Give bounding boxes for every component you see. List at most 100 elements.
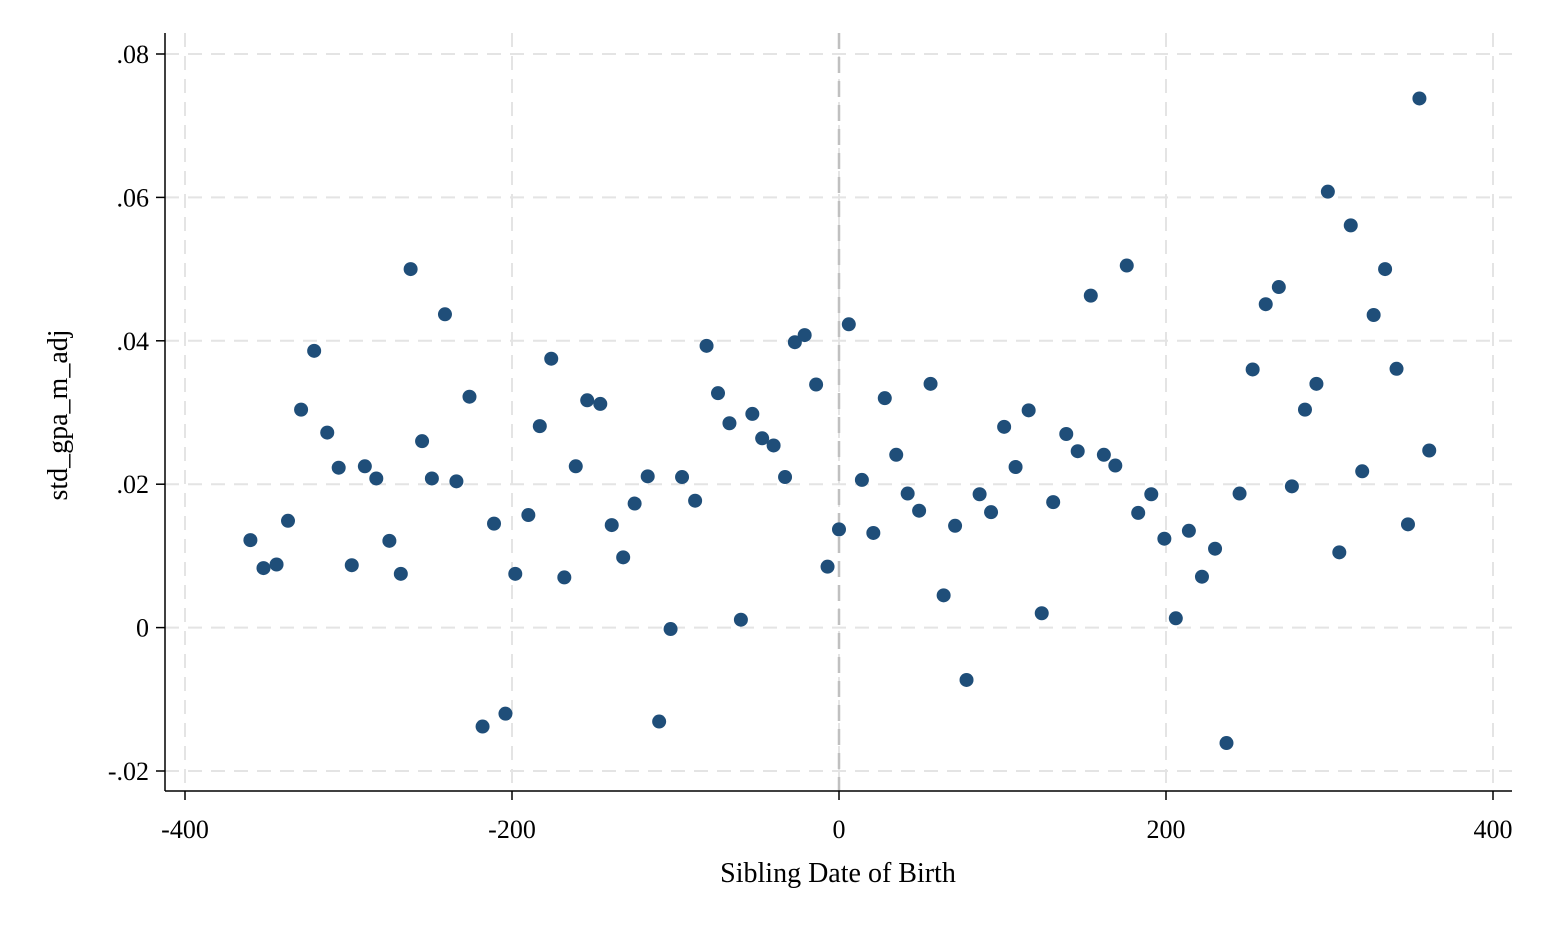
data-point <box>854 472 869 487</box>
data-point <box>1119 258 1134 273</box>
data-point <box>640 469 655 484</box>
data-point <box>415 434 430 449</box>
x-tick-label: -400 <box>161 815 209 844</box>
data-point <box>281 513 296 528</box>
data-point <box>320 425 335 440</box>
y-tick-label: 0 <box>136 614 149 643</box>
data-point <box>487 516 502 531</box>
axes <box>156 33 1512 800</box>
data-point <box>580 393 595 408</box>
y-tick-label: -.02 <box>108 757 149 786</box>
data-point <box>1309 376 1324 391</box>
data-point <box>256 561 271 576</box>
data-point <box>841 317 856 332</box>
y-tick-label: .02 <box>117 470 150 499</box>
data-point <box>1070 444 1085 459</box>
data-point <box>1131 505 1146 520</box>
data-point <box>627 496 642 511</box>
data-point <box>1157 531 1172 546</box>
data-point <box>393 566 408 581</box>
y-axis-title: std_gpa_m_adj <box>43 329 74 500</box>
x-axis-title: Sibling Date of Birth <box>720 858 956 889</box>
data-point <box>787 335 802 350</box>
data-point <box>331 460 346 475</box>
data-point <box>1194 569 1209 584</box>
data-point <box>475 719 490 734</box>
y-tick-label: .08 <box>117 40 150 69</box>
data-point <box>663 622 678 637</box>
data-point <box>959 672 974 687</box>
data-point <box>1271 280 1286 295</box>
y-tick-label: .06 <box>117 183 150 212</box>
data-point <box>604 518 619 533</box>
data-point <box>1355 464 1370 479</box>
data-point <box>1034 606 1049 621</box>
data-point <box>1412 91 1427 106</box>
data-point <box>357 459 372 474</box>
data-point <box>912 503 927 518</box>
data-point <box>1232 486 1247 501</box>
data-point <box>948 518 963 533</box>
data-point <box>766 438 781 453</box>
data-point <box>778 470 793 485</box>
data-point <box>424 471 439 486</box>
data-point <box>1258 297 1273 312</box>
data-point <box>923 376 938 391</box>
data-point <box>820 559 835 574</box>
data-point <box>532 419 547 434</box>
data-point <box>675 470 690 485</box>
data-point <box>294 402 309 417</box>
data-point <box>877 391 892 406</box>
data-point <box>462 389 477 404</box>
data-point <box>1297 402 1312 417</box>
data-point <box>972 487 987 502</box>
data-point <box>1245 362 1260 377</box>
data-point <box>557 570 572 585</box>
data-point <box>699 338 714 353</box>
data-point <box>1181 523 1196 538</box>
data-point <box>616 550 631 565</box>
data-point <box>1083 288 1098 303</box>
data-point <box>449 474 464 489</box>
data-point <box>1108 458 1123 473</box>
data-point <box>508 566 523 581</box>
data-point <box>755 431 770 446</box>
x-tick-label: 200 <box>1147 815 1186 844</box>
x-tick-label: 0 <box>833 815 846 844</box>
data-point <box>997 419 1012 434</box>
data-point <box>688 493 703 508</box>
data-point <box>269 557 284 572</box>
data-point <box>1378 262 1393 277</box>
data-point <box>1208 541 1223 556</box>
x-tick-label: -200 <box>488 815 536 844</box>
data-point <box>809 377 824 392</box>
data-point <box>1096 447 1111 462</box>
data-point <box>1008 459 1023 474</box>
data-point <box>344 558 359 573</box>
data-point <box>889 447 904 462</box>
data-point <box>369 471 384 486</box>
data-point <box>745 406 760 421</box>
data-point <box>711 386 726 401</box>
data-point <box>1422 443 1437 458</box>
data-point <box>900 486 915 501</box>
data-point <box>1144 487 1159 502</box>
data-point <box>568 459 583 474</box>
data-point <box>936 588 951 603</box>
data-point <box>1332 545 1347 560</box>
data-point <box>866 525 881 540</box>
y-tick-label: .04 <box>117 327 150 356</box>
data-point <box>498 706 513 721</box>
data-point <box>832 522 846 537</box>
data-point <box>722 416 737 431</box>
tick-labels: -400 -200 0 200 400 -.02 0 .02 .04 .06 .08 <box>108 40 1513 844</box>
data-point <box>1021 403 1036 418</box>
data-point <box>437 307 452 322</box>
data-point <box>1343 218 1358 233</box>
data-point <box>1366 307 1381 322</box>
data-point <box>652 714 667 729</box>
x-tick-label: 400 <box>1474 815 1513 844</box>
data-point <box>1284 479 1299 494</box>
data-point <box>1059 427 1074 442</box>
